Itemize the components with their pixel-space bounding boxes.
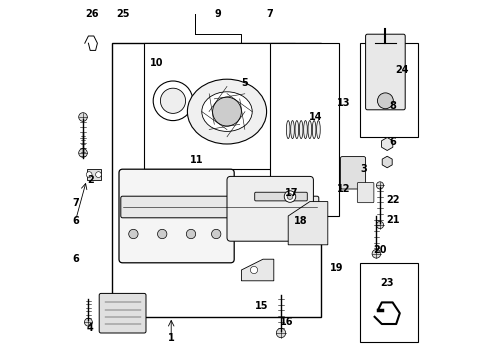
Ellipse shape — [299, 121, 303, 139]
Text: 7: 7 — [267, 9, 273, 19]
Circle shape — [79, 149, 87, 157]
Text: 3: 3 — [361, 164, 367, 174]
Text: 18: 18 — [294, 216, 308, 226]
Text: 24: 24 — [395, 65, 408, 75]
Text: 4: 4 — [87, 323, 94, 333]
Circle shape — [376, 221, 384, 229]
Text: 8: 8 — [389, 101, 396, 111]
Text: 26: 26 — [85, 9, 99, 19]
Text: 2: 2 — [87, 175, 94, 185]
Text: 6: 6 — [73, 254, 79, 264]
Polygon shape — [242, 259, 274, 281]
Text: 6: 6 — [389, 137, 396, 147]
Circle shape — [157, 229, 167, 239]
Text: 10: 10 — [150, 58, 164, 68]
Ellipse shape — [308, 121, 312, 139]
Circle shape — [86, 172, 92, 177]
Circle shape — [153, 81, 193, 121]
Circle shape — [186, 229, 196, 239]
Circle shape — [276, 328, 286, 338]
FancyBboxPatch shape — [341, 157, 366, 189]
FancyBboxPatch shape — [360, 43, 418, 137]
Text: 13: 13 — [337, 98, 351, 108]
Circle shape — [377, 93, 393, 109]
Circle shape — [250, 266, 258, 274]
Ellipse shape — [304, 121, 307, 139]
Circle shape — [79, 113, 87, 121]
Ellipse shape — [317, 121, 320, 139]
Ellipse shape — [312, 121, 316, 139]
Circle shape — [284, 191, 296, 202]
FancyBboxPatch shape — [227, 176, 314, 241]
Text: 14: 14 — [308, 112, 322, 122]
FancyBboxPatch shape — [255, 192, 307, 201]
FancyBboxPatch shape — [366, 34, 405, 110]
Text: 16: 16 — [280, 317, 293, 327]
FancyBboxPatch shape — [119, 169, 234, 263]
Polygon shape — [288, 202, 328, 245]
Polygon shape — [87, 169, 101, 180]
FancyBboxPatch shape — [144, 43, 295, 169]
Text: 23: 23 — [380, 278, 394, 288]
Circle shape — [129, 229, 138, 239]
FancyBboxPatch shape — [99, 293, 146, 333]
Text: 19: 19 — [330, 263, 343, 273]
Text: 25: 25 — [116, 9, 129, 19]
FancyBboxPatch shape — [112, 43, 320, 317]
Text: 9: 9 — [215, 9, 221, 19]
Ellipse shape — [295, 121, 298, 139]
Ellipse shape — [202, 92, 252, 131]
Circle shape — [372, 249, 381, 258]
Text: 1: 1 — [168, 333, 174, 343]
Text: 15: 15 — [254, 301, 268, 311]
Circle shape — [84, 318, 92, 326]
Text: 22: 22 — [386, 195, 399, 205]
Circle shape — [212, 229, 221, 239]
Ellipse shape — [291, 121, 294, 139]
Ellipse shape — [187, 79, 267, 144]
Text: 12: 12 — [337, 184, 351, 194]
Text: 20: 20 — [373, 245, 387, 255]
Circle shape — [213, 97, 242, 126]
Text: 21: 21 — [386, 215, 399, 225]
FancyBboxPatch shape — [357, 183, 374, 203]
Text: 6: 6 — [73, 216, 79, 226]
Circle shape — [287, 194, 293, 199]
FancyBboxPatch shape — [360, 263, 418, 342]
FancyBboxPatch shape — [270, 43, 339, 216]
Text: 5: 5 — [242, 78, 248, 88]
Circle shape — [160, 88, 186, 113]
FancyBboxPatch shape — [121, 196, 319, 218]
Ellipse shape — [286, 121, 290, 139]
Circle shape — [96, 172, 101, 177]
Text: 11: 11 — [190, 155, 203, 165]
Text: 17: 17 — [285, 188, 298, 198]
Circle shape — [376, 182, 384, 189]
Text: 7: 7 — [73, 198, 79, 208]
